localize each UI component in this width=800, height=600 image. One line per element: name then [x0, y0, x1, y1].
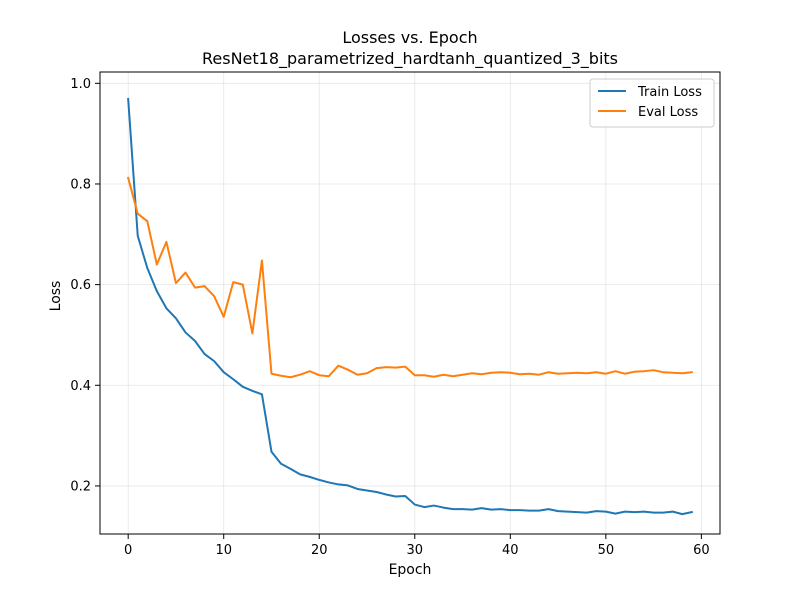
legend: Train Loss Eval Loss — [589, 78, 715, 128]
y-tick-label: 0.2 — [70, 479, 91, 494]
series-line-train-loss — [127, 97, 694, 516]
axes — [99, 71, 721, 535]
x-tick-label: 0 — [124, 543, 132, 558]
chart-subtitle: ResNet18_parametrized_hardtanh_quantized… — [202, 49, 618, 69]
y-tick-label: 0.8 — [70, 177, 91, 192]
y-axis-label: Loss — [48, 281, 64, 312]
chart-title: Losses vs. Epoch — [342, 28, 477, 47]
x-tick-label: 40 — [502, 543, 519, 558]
x-tick-label: 20 — [311, 543, 328, 558]
legend-label-train: Train Loss — [637, 85, 702, 100]
series-line-eval-loss — [126, 176, 693, 379]
x-tick-label: 50 — [598, 543, 615, 558]
plot-frame — [99, 71, 721, 535]
y-tick-label: 1.0 — [70, 77, 91, 92]
x-axis-label: Epoch — [389, 562, 432, 578]
x-tick-label: 30 — [407, 543, 424, 558]
y-tick-label: 0.4 — [70, 379, 91, 394]
ticks: 0 10 20 30 40 50 60 0.2 0.4 0.6 0.8 1.0 — [70, 77, 709, 558]
x-tick-label: 10 — [215, 543, 232, 558]
x-tick-label: 60 — [693, 543, 710, 558]
series-lines — [126, 97, 694, 516]
y-tick-label: 0.6 — [70, 278, 91, 293]
legend-label-eval: Eval Loss — [638, 105, 698, 120]
grid — [100, 72, 720, 534]
